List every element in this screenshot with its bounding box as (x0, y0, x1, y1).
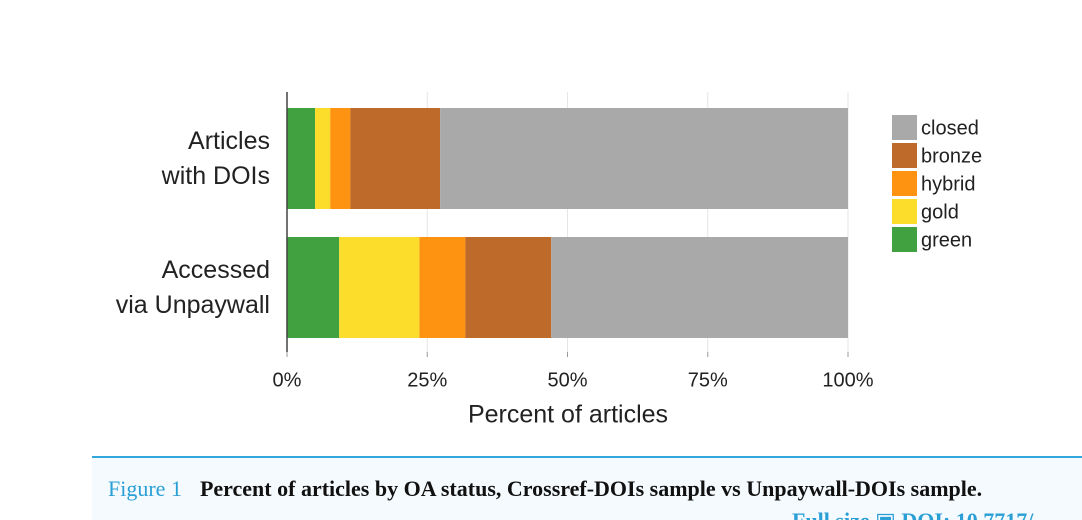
chart: Percent of articles 0% 25% 50% 75% 100% green… (273, 92, 982, 429)
legend-swatch (892, 115, 917, 140)
legend-swatch (892, 143, 917, 168)
x-axis-label: Percent of articles (468, 401, 668, 429)
caption-links: Full size ▣ DOI: 10.7717/ (792, 508, 1033, 520)
y-tick-label: Accessed via Unpaywall (115, 255, 270, 319)
legend-label: gold (921, 201, 959, 223)
figure-caption: Figure 1 Percent of articles by OA status… (92, 456, 1082, 520)
legend-swatch (892, 227, 917, 252)
y-tick-label: Articles with DOIs (161, 126, 270, 190)
caption-line: Figure 1 Percent of articles by OA status… (108, 476, 982, 502)
legend-swatch (892, 171, 917, 196)
bar-segment (330, 108, 351, 209)
x-tick-label: 50% (547, 369, 587, 391)
bar-segment (339, 237, 420, 338)
bar-segment (440, 108, 848, 209)
caption-text: Percent of articles by OA status, Crossr… (199, 476, 983, 501)
caption-label: Figure 1 (108, 476, 182, 501)
doi-link[interactable]: DOI: 10.7717/ (901, 508, 1033, 520)
legend-label: bronze (921, 145, 982, 167)
legend-swatch (892, 199, 917, 224)
x-tick-label: 0% (273, 369, 302, 391)
legend-label: closed (921, 117, 979, 139)
bar-segment (287, 108, 316, 209)
x-tick-label: 75% (688, 369, 728, 391)
legend-label: hybrid (921, 173, 975, 195)
x-tick-label: 25% (407, 369, 447, 391)
bar-segment (419, 237, 466, 338)
bar-segment (465, 237, 552, 338)
bar-segment (315, 108, 331, 209)
legend-label: green (921, 229, 972, 251)
bar-segment (551, 237, 848, 338)
x-tick-label: 100% (822, 369, 873, 391)
bar-segment (287, 237, 340, 338)
full-size-link[interactable]: Full size (792, 508, 870, 520)
bar-segment (350, 108, 441, 209)
